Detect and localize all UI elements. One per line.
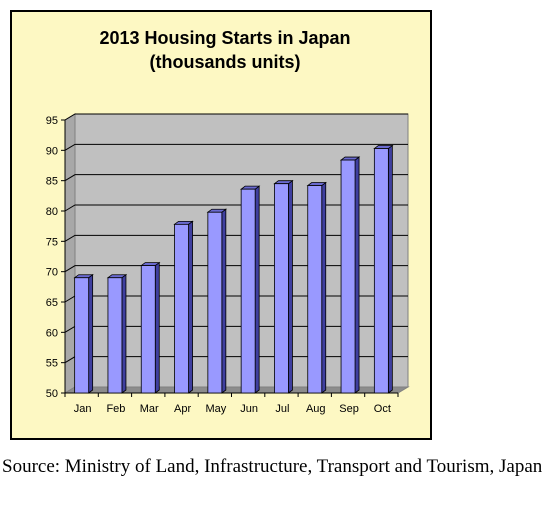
gridline: [64, 265, 408, 273]
gridline: [64, 174, 408, 182]
bar-side: [387, 144, 393, 394]
bar-front: [174, 223, 189, 394]
x-tick-label: Oct: [374, 403, 391, 415]
bar-jan: [73, 273, 94, 394]
x-tick-label: Jul: [275, 403, 289, 415]
y-tick-label: 95: [46, 115, 58, 127]
y-tick-label: 85: [46, 176, 58, 188]
bar-aug: [306, 181, 327, 394]
bar-oct: [373, 144, 394, 394]
x-tick-label: Jun: [240, 403, 258, 415]
bar-chart: 2013 Housing Starts in Japan (thousands …: [46, 28, 410, 415]
y-tick-label: 80: [46, 206, 58, 218]
bar-sep: [339, 156, 361, 394]
bar-front: [207, 211, 223, 394]
y-tick-label: 90: [46, 145, 58, 157]
gridline: [64, 113, 408, 121]
x-tick-label: May: [205, 403, 226, 415]
bar-front: [240, 188, 256, 394]
y-tick-label: 55: [46, 358, 58, 370]
bar-side: [88, 273, 94, 394]
bar-side: [154, 261, 160, 394]
bar-side: [188, 220, 193, 394]
bar-front: [307, 185, 323, 394]
y-tick-label: 65: [46, 297, 58, 309]
x-tick-label: Jan: [74, 403, 92, 415]
bar-front: [340, 159, 356, 394]
x-tick-label: Sep: [339, 403, 359, 415]
bar-side: [221, 208, 227, 394]
x-tick-label: Apr: [174, 403, 191, 415]
plot-side-wall: [64, 113, 76, 394]
bar-side: [288, 179, 293, 394]
bar-front: [140, 265, 156, 394]
bar-side: [254, 185, 260, 394]
y-tick-label: 50: [46, 388, 58, 400]
bar-front: [107, 277, 123, 394]
y-tick-label: 75: [46, 236, 58, 248]
bar-mar: [140, 261, 161, 394]
bar-front: [373, 148, 389, 394]
chart-panel: 2013 Housing Starts in Japan (thousands …: [10, 10, 432, 440]
tick-labels: 50 55 60 65 70 75 80 85 90 95 Jan Feb Mar Apr May Jun Ju…: [46, 115, 391, 415]
x-tick-label: Aug: [306, 403, 326, 415]
gridline: [64, 234, 408, 242]
chart-title: 2013 Housing Starts in Japan: [99, 28, 350, 48]
bar-apr: [173, 220, 194, 394]
bar-front: [74, 277, 90, 394]
chart-subtitle: (thousands units): [150, 52, 301, 72]
bar-jun: [239, 185, 261, 394]
y-tick-label: 60: [46, 327, 58, 339]
gridlines: [64, 113, 408, 364]
gridline: [64, 143, 408, 151]
y-tick-label: 70: [46, 267, 58, 279]
bar-side: [354, 156, 360, 394]
bar-side: [121, 273, 127, 394]
bar-may: [206, 208, 228, 394]
source-note: Source: Ministry of Land, Infrastructure…: [2, 456, 543, 477]
bars: [73, 144, 394, 394]
x-tick-label: Mar: [140, 403, 159, 415]
bar-feb: [106, 273, 128, 394]
bar-jul: [273, 179, 294, 394]
bar-side: [321, 181, 327, 394]
gridline: [64, 204, 408, 212]
bar-front: [274, 183, 289, 394]
x-tick-label: Feb: [106, 403, 125, 415]
